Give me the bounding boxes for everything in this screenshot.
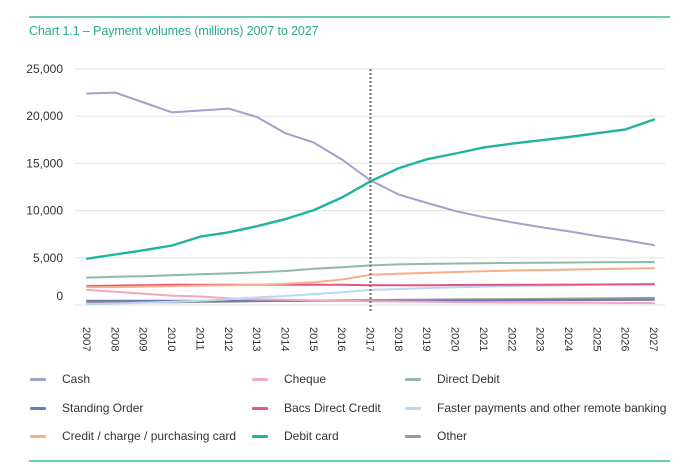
legend-swatch (30, 434, 46, 438)
x-tick-label: 2019 (420, 327, 432, 351)
y-tick-label: 20,000 (26, 109, 63, 123)
x-tick-label: 2008 (108, 327, 120, 351)
x-tick-label: 2015 (307, 327, 319, 351)
y-tick-label: 0 (56, 289, 63, 303)
legend-item: Cash (30, 372, 90, 386)
x-tick-label: 2021 (477, 327, 489, 351)
y-tick-label: 25,000 (26, 62, 63, 76)
legend-swatch (405, 377, 421, 381)
x-tick-label: 2016 (335, 327, 347, 351)
x-tick-label: 2018 (392, 327, 404, 351)
legend-swatch (30, 406, 46, 410)
x-tick-label: 2026 (619, 327, 631, 351)
legend-label: Cheque (284, 372, 327, 386)
bottom-rule (29, 460, 670, 462)
x-tick-label: 2011 (193, 327, 205, 351)
x-tick-label: 2010 (165, 327, 177, 351)
legend-label: Credit / charge / purchasing card (62, 429, 237, 443)
x-tick-label: 2012 (222, 327, 234, 351)
legend-swatch (405, 406, 421, 410)
x-axis: 2007 2008 2009 2010 2011 2012 2013 2014 2015 2016… (80, 327, 659, 351)
x-tick-label: 2009 (137, 327, 149, 351)
top-rule (29, 16, 670, 18)
legend-swatch (405, 434, 421, 438)
x-tick-label: 2014 (278, 327, 290, 351)
x-tick-label: 2007 (80, 327, 92, 351)
legend-item: Cheque (252, 372, 326, 386)
legend-item: Bacs Direct Credit (252, 401, 381, 415)
legend-label: Bacs Direct Credit (284, 401, 381, 415)
legend-swatch (252, 406, 268, 410)
legend-label: Other (437, 429, 468, 443)
x-tick-label: 2024 (562, 327, 574, 351)
x-tick-label: 2017 (364, 327, 376, 351)
y-tick-label: 15,000 (26, 156, 63, 170)
x-tick-label: 2022 (505, 327, 517, 351)
legend-item: Credit / charge / purchasing card (30, 429, 236, 443)
y-axis: 0 5,000 10,000 15,000 20,000 25,000 (26, 62, 63, 303)
legend-label: Standing Order (62, 401, 144, 415)
legend-item: Debit card (252, 429, 339, 443)
legend-swatch (252, 377, 268, 381)
legend-item: Direct Debit (405, 372, 500, 386)
x-tick-label: 2027 (647, 327, 659, 351)
legend-label: Debit card (284, 429, 339, 443)
legend-swatch (252, 434, 268, 438)
x-tick-label: 2025 (590, 327, 602, 351)
legend-label: Direct Debit (437, 372, 500, 386)
x-tick-label: 2023 (534, 327, 546, 351)
legend-label: Faster payments and other remote banking (437, 401, 667, 415)
legend-item: Standing Order (30, 401, 143, 415)
x-tick-label: 2020 (449, 327, 461, 351)
legend-label: Cash (62, 372, 91, 386)
y-tick-label: 10,000 (26, 204, 63, 218)
legend-item: Other (405, 429, 467, 443)
chart-title: Chart 1.1 – Payment volumes (millions) 2… (29, 24, 319, 38)
x-tick-label: 2013 (250, 327, 262, 351)
legend-item: Faster payments and other remote banking (405, 401, 666, 415)
legend-swatch (30, 377, 46, 381)
y-tick-label: 5,000 (33, 251, 63, 265)
